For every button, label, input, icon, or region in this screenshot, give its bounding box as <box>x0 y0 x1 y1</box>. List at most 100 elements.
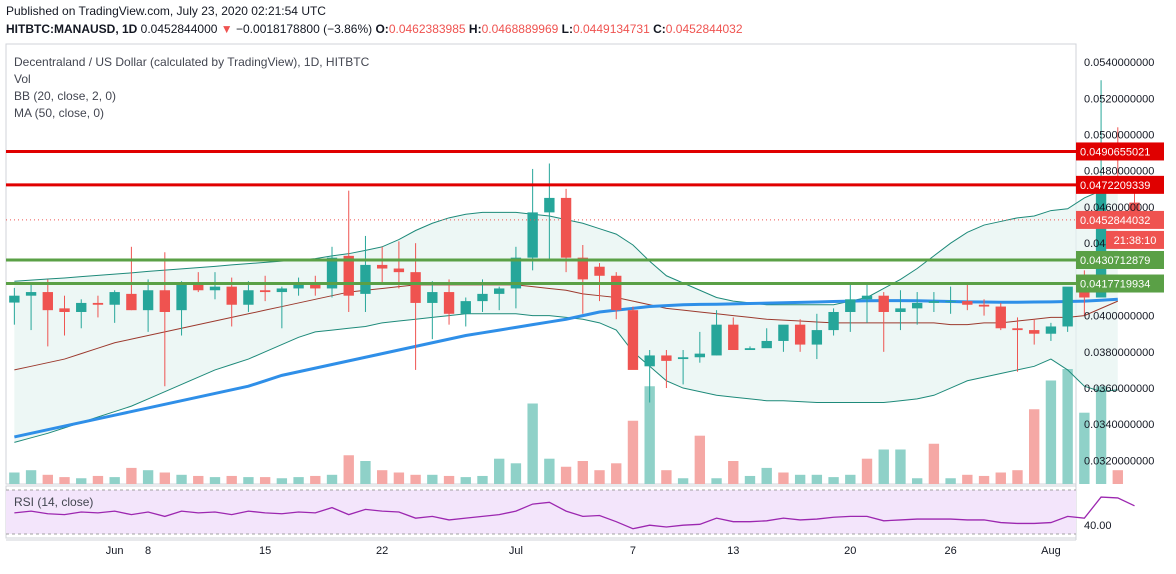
candle-body <box>778 324 789 341</box>
volume-bar <box>945 478 956 484</box>
candle-body <box>861 295 873 300</box>
legend-ma[interactable]: MA (50, close, 0) <box>14 106 105 120</box>
volume-bar <box>494 458 505 484</box>
volume-bar <box>142 470 154 484</box>
symbol-text: HITBTC:MANAUSD, 1D <box>6 22 138 36</box>
volume-bar <box>711 478 722 484</box>
legend-rsi[interactable]: RSI (14, close) <box>14 495 94 509</box>
candle-body <box>794 324 806 345</box>
candle-body <box>744 348 756 351</box>
x-tick-label: 26 <box>944 545 956 557</box>
volume-bar <box>895 449 906 484</box>
candle-body <box>995 306 1006 329</box>
volume-bar <box>560 466 572 484</box>
bollinger-band-fill <box>14 188 1118 443</box>
y-tick-label: 0.0400000000 <box>1084 311 1154 323</box>
legend-vol[interactable]: Vol <box>14 72 31 86</box>
x-tick-label: 22 <box>376 545 388 557</box>
rsi-tick-label: 40.00 <box>1084 520 1112 532</box>
y-tick-label: 0.0380000000 <box>1084 347 1154 359</box>
candle-body <box>945 301 956 303</box>
candle-body <box>259 290 271 293</box>
volume-bar <box>677 478 689 484</box>
legend-bb[interactable]: BB (20, close, 2, 0) <box>14 89 117 103</box>
countdown-tag <box>1106 230 1164 249</box>
volume-bar <box>828 477 839 484</box>
volume-bar <box>995 472 1006 484</box>
volume-bar <box>962 474 973 484</box>
x-tick-label: Aug <box>1041 545 1061 557</box>
last-price-text: 0.0452844000 <box>140 22 218 36</box>
volume-bar <box>159 472 171 484</box>
candle-body <box>1012 328 1023 331</box>
volume-bar <box>811 474 823 484</box>
candle-body <box>544 197 555 213</box>
candle-body <box>1062 286 1073 327</box>
published-line: Published on TradingView.com, July 23, 2… <box>6 4 326 18</box>
volume-bar <box>360 461 371 484</box>
down-arrow-icon: ▼ <box>220 22 233 36</box>
volume-bar <box>276 478 288 484</box>
candle-body <box>159 290 171 312</box>
volume-bar <box>928 443 940 484</box>
volume-bar <box>644 386 655 484</box>
open-label: O: <box>375 22 389 36</box>
candle-body <box>76 302 87 312</box>
candle-body <box>711 324 722 356</box>
volume-bar <box>878 449 889 484</box>
volume-bar <box>594 470 605 484</box>
published-text: Published on TradingView.com, July 23, 2… <box>6 4 326 18</box>
candle-body <box>42 292 53 311</box>
y-tick-label: 0.0540000000 <box>1084 57 1154 69</box>
volume-bar <box>627 420 639 484</box>
candle-body <box>276 288 288 293</box>
candle-body <box>59 308 70 312</box>
candle-body <box>25 292 37 296</box>
candle-body <box>962 301 973 305</box>
candle-body <box>845 299 856 312</box>
bb-basis-line <box>14 284 1118 371</box>
price-tag-label: 0.0472209339 <box>1080 180 1150 192</box>
volume-bar <box>427 474 438 484</box>
low-value: 0.0449134731 <box>573 22 650 36</box>
candle-body <box>243 290 254 305</box>
x-tick-label: Jun <box>106 545 124 557</box>
volume-bar <box>109 477 120 484</box>
candle-body <box>376 264 388 269</box>
candle-body <box>109 292 120 305</box>
candle-body <box>326 257 338 289</box>
candle-body <box>928 301 940 303</box>
volume-bar <box>544 458 555 484</box>
candle-body <box>811 330 823 345</box>
candle-body <box>176 284 187 311</box>
price-tag-label: 0.0417719934 <box>1080 279 1150 291</box>
close-label: C: <box>653 22 666 36</box>
volume-bar <box>9 472 20 484</box>
volume-bar <box>76 478 87 484</box>
candle-body <box>611 275 622 311</box>
candle-body <box>193 284 204 291</box>
x-tick-label: 15 <box>259 545 271 557</box>
candle-body <box>694 353 706 358</box>
high-value: 0.0468889969 <box>481 22 559 36</box>
volume-bar <box>310 475 321 484</box>
volume-bar <box>1012 470 1023 484</box>
volume-bar <box>911 478 923 484</box>
x-tick-label: 13 <box>727 545 739 557</box>
chart-title[interactable]: Decentraland / US Dollar (calculated by … <box>14 55 370 69</box>
volume-bar <box>794 474 806 484</box>
volume-bar <box>343 455 354 484</box>
volume-bar <box>510 463 522 484</box>
price-tag <box>1076 274 1164 293</box>
candle-body <box>1095 185 1107 298</box>
candle-body <box>728 324 739 351</box>
volume-bar <box>259 477 271 484</box>
volume-bar <box>59 477 70 484</box>
volume-bar <box>126 467 137 484</box>
volume-bar <box>728 461 739 484</box>
price-tag <box>1076 175 1164 194</box>
volume-bar <box>209 477 221 484</box>
candle-body <box>560 197 572 258</box>
candle-body <box>443 292 455 314</box>
